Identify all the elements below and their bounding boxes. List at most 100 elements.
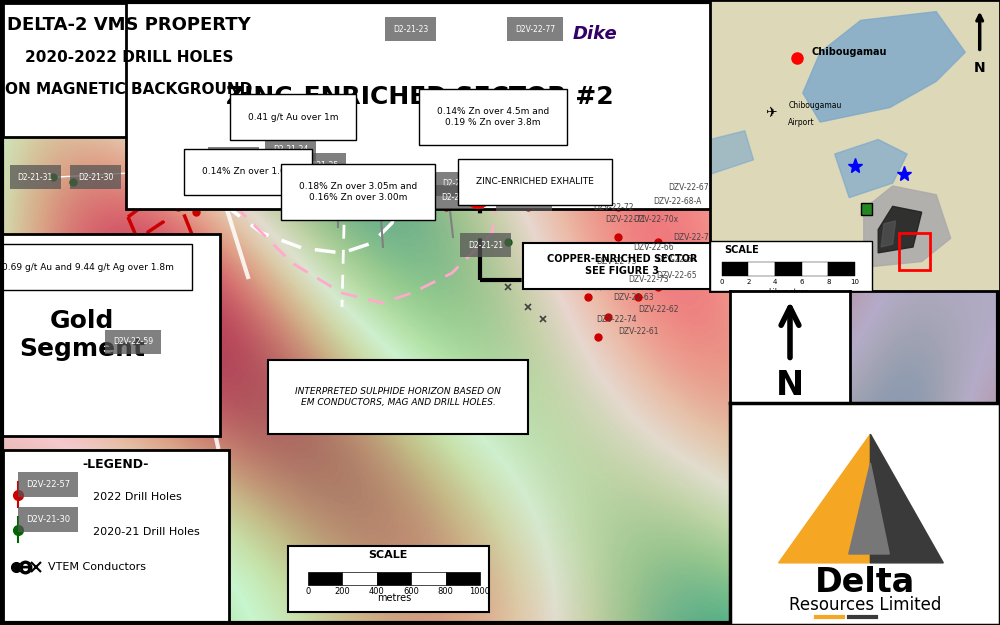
Text: DZV-22-72: DZV-22-72 (593, 202, 634, 211)
Text: 600: 600 (403, 587, 419, 596)
Text: 0.14% Zn over 4.5m and
0.19 % Zn over 3.8m: 0.14% Zn over 4.5m and 0.19 % Zn over 3.… (437, 107, 549, 127)
Text: DZV-22-67: DZV-22-67 (668, 182, 709, 191)
Text: 1000: 1000 (470, 587, 490, 596)
Text: 10: 10 (850, 279, 860, 285)
Text: 2: 2 (746, 279, 750, 285)
Text: D2V-22-5: D2V-22-5 (216, 154, 251, 164)
Text: DZV-22-73: DZV-22-73 (628, 274, 669, 284)
Polygon shape (784, 259, 1000, 442)
Text: N: N (974, 61, 986, 75)
Bar (342, 572, 377, 585)
Text: D2-21-23: D2-21-23 (393, 24, 428, 34)
Polygon shape (350, 0, 548, 94)
Polygon shape (710, 131, 754, 174)
Text: DZV-22-70x: DZV-22-70x (633, 214, 678, 224)
Text: D2-21-30: D2-21-30 (78, 173, 113, 181)
Text: DZV-22-65: DZV-22-65 (656, 271, 697, 279)
Text: 0.14% Zn over 1.0m: 0.14% Zn over 1.0m (202, 168, 294, 176)
Text: 200: 200 (335, 587, 350, 596)
Text: DZV-22-63: DZV-22-63 (613, 292, 654, 301)
Text: -LEGEND-: -LEGEND- (83, 459, 149, 471)
Text: 8: 8 (826, 279, 831, 285)
Bar (748, 261, 775, 276)
Text: 400: 400 (369, 587, 385, 596)
Text: 2022 Drill Holes: 2022 Drill Holes (93, 492, 182, 502)
Text: kilometres: kilometres (768, 288, 809, 297)
Polygon shape (870, 434, 943, 563)
Polygon shape (881, 221, 896, 247)
Text: 2020-2022 DRILL HOLES: 2020-2022 DRILL HOLES (25, 49, 233, 64)
Bar (828, 261, 855, 276)
Text: 0: 0 (305, 587, 311, 596)
Bar (377, 572, 411, 585)
Bar (710, 241, 872, 291)
Text: DZV-22-66: DZV-22-66 (633, 242, 674, 251)
Text: ON MAGNETIC BACKGROUND: ON MAGNETIC BACKGROUND (5, 81, 253, 96)
Text: D2V-22-57: D2V-22-57 (26, 480, 70, 489)
Text: DZV-22-62: DZV-22-62 (638, 304, 678, 314)
FancyBboxPatch shape (523, 243, 722, 289)
Text: DZV-22-7: DZV-22-7 (673, 232, 709, 241)
Text: Airport: Airport (788, 118, 815, 127)
Text: D2V-22-60: D2V-22-60 (313, 194, 353, 204)
Text: SCALE: SCALE (368, 550, 408, 560)
Polygon shape (803, 12, 965, 122)
Polygon shape (835, 139, 907, 198)
Bar (802, 261, 828, 276)
Text: INTERPRETED SULPHIDE HORIZON BASED ON
EM CONDUCTORS, MAG AND DRILL HOLES.: INTERPRETED SULPHIDE HORIZON BASED ON EM… (295, 388, 501, 407)
Text: ZINC-ENRICHED SECTOR #2: ZINC-ENRICHED SECTOR #2 (226, 85, 614, 109)
Text: D2-20-18: D2-20-18 (441, 192, 476, 201)
Text: D2V-22-78: D2V-22-78 (358, 177, 398, 186)
Text: D2V-82-58: D2V-82-58 (213, 161, 253, 169)
Bar (308, 572, 342, 585)
Bar (861, 204, 872, 215)
Text: Chibougamau: Chibougamau (812, 48, 887, 58)
Text: D2-21-31: D2-21-31 (18, 173, 53, 181)
Text: DZV-22-75: DZV-22-75 (596, 258, 637, 266)
Text: D2-21-24: D2-21-24 (273, 144, 308, 154)
Text: DZV-22-61: DZV-22-61 (618, 328, 658, 336)
Text: D2-21-21: D2-21-21 (468, 241, 503, 249)
Text: metres: metres (377, 593, 411, 603)
Text: D2-20-20: D2-20-20 (443, 179, 478, 189)
Text: SCALE: SCALE (724, 245, 759, 255)
Text: 4: 4 (773, 279, 777, 285)
Text: D2-21-25: D2-21-25 (303, 161, 338, 169)
Text: Dike: Dike (573, 25, 617, 43)
Bar (722, 261, 748, 276)
Text: 2020-21 Drill Holes: 2020-21 Drill Holes (93, 527, 200, 537)
FancyBboxPatch shape (3, 450, 229, 622)
Polygon shape (849, 463, 889, 554)
Bar (775, 261, 802, 276)
Text: DZV-22-64: DZV-22-64 (656, 254, 697, 264)
Bar (411, 572, 446, 585)
Text: 6: 6 (799, 279, 804, 285)
Text: VTEM Conductors: VTEM Conductors (48, 562, 146, 572)
Text: 0: 0 (719, 279, 724, 285)
Text: Gold
Segment: Gold Segment (19, 309, 145, 361)
Text: DELTA-2 VMS PROPERTY: DELTA-2 VMS PROPERTY (7, 16, 251, 34)
Text: D2V-21-30: D2V-21-30 (26, 515, 70, 524)
Polygon shape (779, 434, 870, 563)
Text: 800: 800 (438, 587, 454, 596)
Text: N: N (776, 369, 804, 402)
Polygon shape (865, 442, 1000, 625)
Text: 0.69 g/t Au and 9.44 g/t Ag over 1.8m: 0.69 g/t Au and 9.44 g/t Ag over 1.8m (2, 262, 174, 271)
FancyBboxPatch shape (288, 546, 489, 612)
Bar (898, 232, 930, 270)
Text: D2V-22-58: D2V-22-58 (256, 164, 296, 174)
Text: COPPER-ENRICHED SECTOR
SEE FIGURE 3: COPPER-ENRICHED SECTOR SEE FIGURE 3 (547, 254, 697, 276)
Text: D2V-22-59: D2V-22-59 (113, 338, 153, 346)
Text: D2V-22-76: D2V-22-76 (504, 194, 544, 204)
Polygon shape (864, 186, 951, 268)
Text: Delta: Delta (815, 566, 915, 599)
Text: DZV-22-71: DZV-22-71 (605, 214, 646, 224)
Text: 0.18% Zn over 3.05m and
0.16% Zn over 3.00m: 0.18% Zn over 3.05m and 0.16% Zn over 3.… (299, 182, 417, 202)
Text: Resources Limited: Resources Limited (789, 596, 941, 614)
FancyBboxPatch shape (3, 3, 255, 137)
Text: DZV-22-68-A: DZV-22-68-A (653, 198, 701, 206)
Polygon shape (878, 206, 922, 253)
Text: Chibougamau: Chibougamau (788, 101, 842, 109)
Text: ZINC-ENRICHED EXHALITE: ZINC-ENRICHED EXHALITE (476, 177, 594, 186)
Text: 0.41 g/t Au over 1m: 0.41 g/t Au over 1m (248, 112, 338, 121)
